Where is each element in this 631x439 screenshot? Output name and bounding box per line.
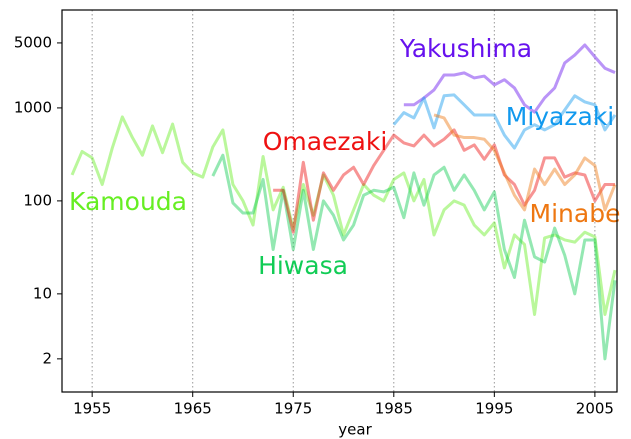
plot-frame — [61, 9, 618, 393]
series-label: Hiwasa — [258, 251, 348, 280]
x-tick-label: 1995 — [475, 400, 513, 418]
series-line — [403, 43, 616, 114]
y-tick-label: 2 — [42, 349, 52, 367]
x-tick-label: 1975 — [274, 400, 312, 418]
series-label: Kamouda — [69, 187, 187, 216]
series-line — [211, 153, 617, 361]
series-label: Miyazaki — [506, 102, 615, 131]
x-axis-label: year — [338, 421, 372, 439]
y-tick-label: 10 — [33, 284, 52, 302]
series-label: Omaezaki — [263, 127, 388, 156]
y-tick-label: 5000 — [14, 33, 52, 51]
x-tick-label: 1955 — [73, 400, 111, 418]
x-tick-label: 1985 — [375, 400, 413, 418]
series-line — [392, 93, 617, 150]
series-line — [273, 128, 615, 234]
y-tick-label: 1000 — [14, 98, 52, 116]
series-label: Minabe — [530, 199, 621, 228]
series-line — [70, 115, 617, 316]
x-tick-label: 1965 — [174, 400, 212, 418]
x-tick-label: 2005 — [576, 400, 614, 418]
series-label: Yakushima — [399, 34, 532, 63]
y-tick-label: 100 — [23, 191, 52, 209]
series-line — [433, 113, 617, 212]
